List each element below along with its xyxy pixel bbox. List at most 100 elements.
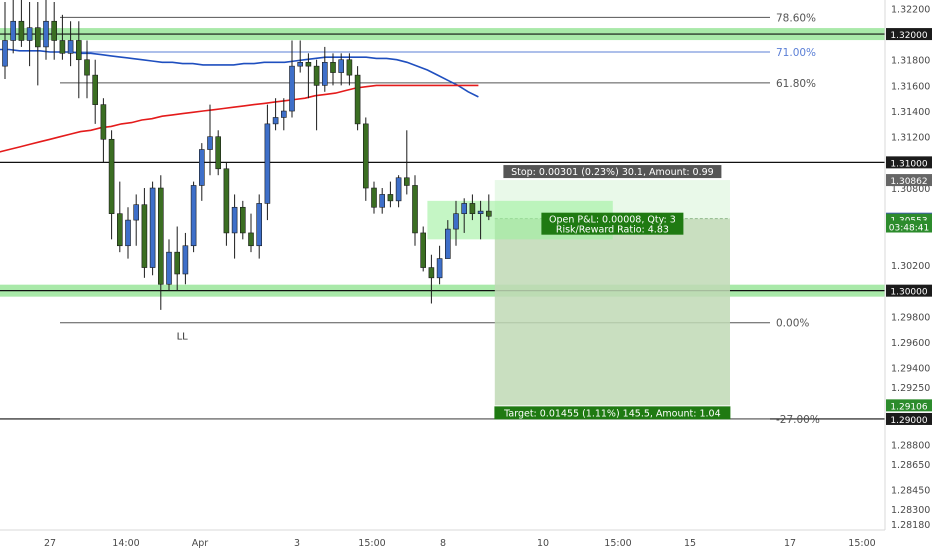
stop-label-background bbox=[503, 165, 722, 179]
candle-body bbox=[395, 177, 402, 202]
candle-body bbox=[379, 194, 386, 208]
candle-body bbox=[330, 61, 336, 73]
candle-body bbox=[34, 27, 41, 48]
price-axis-tick-label: 1.31200 bbox=[891, 133, 930, 144]
moving-average-line bbox=[0, 84, 479, 153]
price-axis-tick-label: 1.28450 bbox=[891, 486, 930, 497]
open-pnl-label: Open P&L: 0.00008, Qty: 3 bbox=[549, 215, 676, 226]
candle-body bbox=[477, 210, 484, 214]
candle-body bbox=[387, 194, 394, 202]
position-tool[interactable]: Stop: 0.00301 (0.23%) 30.1, Amount: 0.99… bbox=[427, 165, 731, 420]
candle-body bbox=[412, 185, 418, 234]
price-axis-tick-label: 1.31600 bbox=[891, 81, 930, 92]
time-axis-tick-label: 15 bbox=[684, 538, 696, 549]
price-axis-tick-label: 1.28300 bbox=[891, 505, 930, 516]
candle-body bbox=[280, 110, 287, 118]
price-tags-layer: 1.320001.310001.308621.305611.3055303:48… bbox=[886, 28, 932, 426]
candle-body bbox=[362, 123, 369, 189]
candle-body bbox=[420, 232, 427, 268]
candle-body bbox=[338, 59, 345, 73]
candle-body bbox=[215, 136, 221, 170]
price-axis-tick-label: 1.32200 bbox=[891, 4, 930, 15]
candle-body bbox=[26, 27, 33, 41]
candle-body bbox=[190, 185, 197, 247]
candles-layer bbox=[2, 0, 492, 310]
candle-body bbox=[76, 40, 82, 61]
price-axis-tick-label: 1.29600 bbox=[891, 338, 930, 349]
price-axis-tick-label: 1.29250 bbox=[891, 383, 930, 394]
target-label-background bbox=[494, 406, 731, 420]
candle-body bbox=[43, 20, 49, 48]
price-axis-tick-label: 1.29800 bbox=[891, 312, 930, 323]
candle-body bbox=[485, 210, 492, 217]
price-axis[interactable]: 1.32200 1.31800 1.31600 1.31400 1.31200 1.308… bbox=[884, 0, 930, 531]
candle-body bbox=[461, 203, 468, 214]
fib-level-label: 78.60% bbox=[776, 12, 816, 24]
candle-body bbox=[289, 65, 295, 112]
price-tag-label: 1.32000 bbox=[890, 31, 927, 41]
candle-body bbox=[248, 232, 254, 247]
levels-layer bbox=[0, 16, 885, 420]
price-tag-label: 03:48:41 bbox=[889, 224, 929, 234]
candle-body bbox=[100, 104, 107, 140]
price-tag-label: 1.29106 bbox=[890, 402, 927, 412]
candle-body bbox=[174, 251, 180, 275]
take-profit-area bbox=[494, 218, 730, 406]
risk-reward-label: Risk/Reward Ratio: 4.83 bbox=[556, 225, 669, 236]
price-axis-tick-label: 1.28650 bbox=[891, 460, 930, 471]
fib-level-label: 61.80% bbox=[776, 78, 816, 90]
target-label: Target: 0.01455 (1.11%) 145.5, Amount: 1… bbox=[503, 408, 720, 419]
price-tag-background bbox=[886, 28, 932, 41]
time-axis-tick-label: 14:00 bbox=[112, 538, 139, 549]
price-axis-tick-label: 1.30800 bbox=[891, 184, 930, 195]
candle-body bbox=[272, 117, 279, 125]
candle-body bbox=[125, 219, 131, 247]
price-tag-label: 1.31000 bbox=[890, 159, 927, 169]
candle-body bbox=[199, 149, 205, 186]
candle-body bbox=[223, 168, 230, 234]
candle-body bbox=[117, 213, 123, 247]
time-axis[interactable]: 27 14:00 Apr 3 15:00 8 10 15:00 15 17 15:00 bbox=[0, 529, 885, 549]
candle-body bbox=[428, 267, 435, 279]
time-axis-tick-label: 15:00 bbox=[848, 538, 875, 549]
price-tag-background bbox=[886, 156, 932, 169]
time-axis-tick-label: 17 bbox=[784, 538, 796, 549]
candle-body bbox=[166, 251, 172, 285]
candle-body bbox=[158, 187, 164, 285]
time-axis-tick-label: 8 bbox=[440, 538, 446, 549]
candle-body bbox=[444, 228, 451, 259]
candle-body bbox=[67, 40, 74, 54]
price-axis-tick-label: 1.31400 bbox=[891, 107, 930, 118]
fib-level-label: 71.00% bbox=[776, 47, 816, 59]
pnl-label-background bbox=[541, 212, 684, 235]
candle-body bbox=[297, 61, 304, 67]
candle-body bbox=[469, 203, 476, 214]
candle-body bbox=[403, 177, 410, 186]
candle-body bbox=[59, 40, 66, 54]
candle-body bbox=[264, 123, 271, 204]
candle-body bbox=[10, 20, 16, 41]
time-axis-tick-label: 10 bbox=[537, 538, 549, 549]
candle-body bbox=[371, 187, 377, 208]
candle-body bbox=[92, 74, 98, 105]
candle-body bbox=[182, 245, 189, 275]
candle-body bbox=[108, 138, 115, 214]
price-axis-tick-label: 1.28800 bbox=[891, 441, 930, 452]
time-axis-tick-label: Apr bbox=[192, 538, 209, 549]
candle-body bbox=[436, 258, 443, 279]
price-tag-background bbox=[886, 412, 932, 425]
candle-body bbox=[240, 206, 246, 234]
fib-level-label: -27.00% bbox=[776, 414, 820, 426]
candle-body bbox=[149, 187, 156, 268]
time-axis-tick-label: 3 bbox=[294, 538, 300, 549]
labels-layer: 78.60% 71.00% 61.80% 0.00% -27.00% LL bbox=[177, 12, 820, 426]
time-axis-tick-label: 27 bbox=[44, 538, 56, 549]
candle-body bbox=[133, 204, 139, 221]
stop-label: Stop: 0.00301 (0.23%) 30.1, Amount: 0.99 bbox=[511, 167, 714, 178]
lower-low-label: LL bbox=[177, 332, 189, 343]
candle-body bbox=[313, 65, 320, 86]
fib-level-label: 0.00% bbox=[776, 318, 809, 330]
candle-body bbox=[231, 206, 238, 234]
